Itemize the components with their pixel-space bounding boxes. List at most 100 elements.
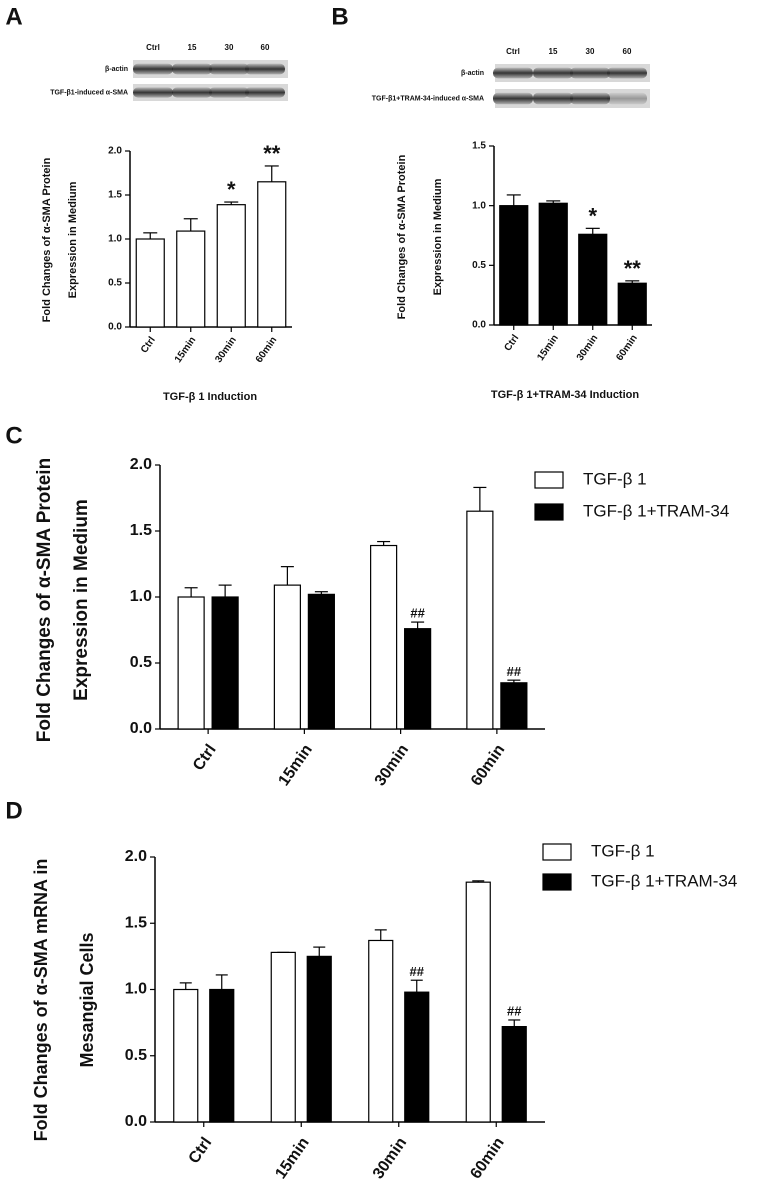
- x-tick-label: 30min: [213, 335, 239, 365]
- y-tick-label: 1.0: [130, 588, 152, 605]
- lane-label: Ctrl: [146, 43, 160, 52]
- x-tick-label: 15min: [272, 1135, 312, 1183]
- x-tick-label: Ctrl: [139, 335, 158, 356]
- y-tick-label: 1.0: [472, 200, 486, 211]
- legend-label: TGF-β 1+TRAM-34: [591, 871, 737, 890]
- y-tick-label: 1.5: [130, 522, 152, 539]
- lane-label: 60: [623, 47, 632, 56]
- legend-label: TGF-β 1+TRAM-34: [583, 501, 729, 520]
- lane-label: Ctrl: [506, 47, 520, 56]
- blot-band: [133, 63, 173, 75]
- x-tick-label: 15min: [275, 742, 315, 790]
- bar: [466, 510, 494, 730]
- x-tick-label: Ctrl: [186, 1135, 216, 1167]
- bar: [177, 596, 205, 730]
- panel-label: B: [331, 3, 348, 30]
- y-tick-label: 0.5: [125, 1047, 147, 1064]
- blot-band: [493, 92, 533, 105]
- x-tick-label: 60min: [468, 742, 508, 790]
- bar: [257, 181, 287, 328]
- y-tick-label: 0.0: [472, 320, 486, 331]
- x-axis-title: TGF-β 1+TRAM-34 Induction: [491, 389, 639, 401]
- bar: [617, 282, 647, 326]
- row-label: β-actin: [105, 66, 128, 73]
- blot-band: [570, 92, 610, 105]
- y-tick-label: 1.5: [108, 190, 122, 201]
- significance-label: ##: [507, 664, 522, 679]
- x-tick-label: 30min: [370, 1135, 410, 1183]
- blot-band: [209, 87, 249, 98]
- blot-band: [607, 92, 647, 105]
- bar: [404, 991, 430, 1123]
- x-tick-label: 15min: [535, 333, 561, 363]
- row-label: TGF-β1-induced α-SMA: [50, 89, 128, 96]
- significance-label: **: [263, 141, 281, 166]
- x-tick-label: Ctrl: [190, 742, 220, 774]
- x-tick-label: 30min: [575, 333, 601, 363]
- y-tick-label: 0.5: [472, 260, 486, 271]
- bar: [216, 204, 246, 328]
- blot-band: [172, 87, 212, 98]
- panel-label: A: [5, 3, 22, 30]
- row-label: β-actin: [461, 70, 484, 77]
- blot-band: [245, 63, 285, 75]
- y-axis-title: Fold Changes of α-SMA Protein: [41, 157, 53, 322]
- y-axis-title: Fold Changes of α-SMA mRNA in: [31, 859, 51, 1142]
- significance-label: *: [588, 203, 597, 228]
- y-tick-label: 1.0: [108, 234, 122, 245]
- blot-band: [533, 92, 573, 105]
- bar: [465, 881, 491, 1123]
- bar: [270, 951, 296, 1123]
- y-axis-title: Fold Changes of α-SMA Protein: [34, 458, 55, 742]
- lane-label: 30: [225, 43, 234, 52]
- bar: [368, 939, 394, 1123]
- legend-label: TGF-β 1: [583, 469, 647, 488]
- y-axis-title: Expression in Medium: [67, 181, 79, 298]
- bar: [307, 593, 335, 730]
- blot-band: [570, 67, 610, 79]
- bar: [135, 238, 165, 328]
- bar: [578, 233, 608, 326]
- bar: [209, 988, 235, 1123]
- y-tick-label: 1.5: [472, 141, 486, 152]
- blot-band: [533, 67, 573, 79]
- x-tick-label: 60min: [467, 1135, 507, 1183]
- significance-label: *: [227, 177, 236, 202]
- y-axis-title: Mesangial Cells: [77, 932, 97, 1067]
- y-tick-label: 2.0: [125, 848, 147, 865]
- row-label: TGF-β1+TRAM-34-induced α-SMA: [372, 95, 484, 102]
- x-tick-label: 15min: [173, 335, 199, 365]
- legend-label: TGF-β 1: [591, 841, 655, 860]
- y-axis-title: Expression in Medium: [432, 178, 444, 295]
- lane-label: 60: [261, 43, 270, 52]
- bar: [173, 988, 199, 1123]
- y-tick-label: 0.0: [125, 1113, 147, 1130]
- blot-band: [493, 67, 533, 79]
- legend-swatch: [542, 843, 572, 861]
- legend-swatch: [542, 873, 572, 891]
- y-tick-label: 0.0: [130, 720, 152, 737]
- bar: [499, 205, 529, 326]
- y-tick-label: 2.0: [108, 146, 122, 157]
- bar: [370, 544, 398, 730]
- blot-band: [607, 67, 647, 79]
- legend-swatch: [534, 503, 564, 521]
- panel-label: C: [5, 422, 22, 449]
- lane-label: 15: [188, 43, 197, 52]
- y-tick-label: 2.0: [130, 456, 152, 473]
- blot-band: [172, 63, 212, 75]
- blot-band: [245, 87, 285, 98]
- bar: [273, 584, 301, 730]
- blot-band: [133, 87, 173, 98]
- bar: [211, 596, 239, 730]
- significance-label: ##: [507, 1004, 522, 1019]
- x-tick-label: Ctrl: [502, 333, 521, 354]
- y-tick-label: 0.5: [130, 654, 152, 671]
- significance-label: ##: [410, 606, 425, 621]
- y-tick-label: 0.0: [108, 322, 122, 333]
- significance-label: **: [624, 256, 642, 281]
- bar: [501, 1025, 527, 1123]
- x-tick-label: 60min: [254, 335, 280, 365]
- y-tick-label: 1.0: [125, 981, 147, 998]
- bar: [538, 202, 568, 326]
